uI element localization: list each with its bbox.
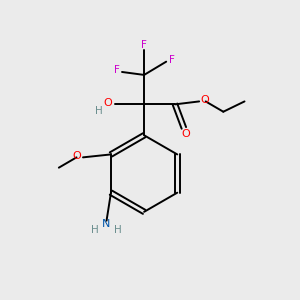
Text: H: H — [94, 106, 102, 116]
Text: F: F — [169, 55, 174, 65]
Text: H: H — [92, 225, 99, 235]
Text: O: O — [104, 98, 112, 108]
Text: N: N — [102, 219, 111, 229]
Text: H: H — [114, 225, 122, 235]
Text: F: F — [141, 40, 147, 50]
Text: O: O — [200, 95, 209, 105]
Text: F: F — [114, 65, 120, 76]
Text: O: O — [72, 151, 81, 161]
Text: O: O — [181, 129, 190, 139]
